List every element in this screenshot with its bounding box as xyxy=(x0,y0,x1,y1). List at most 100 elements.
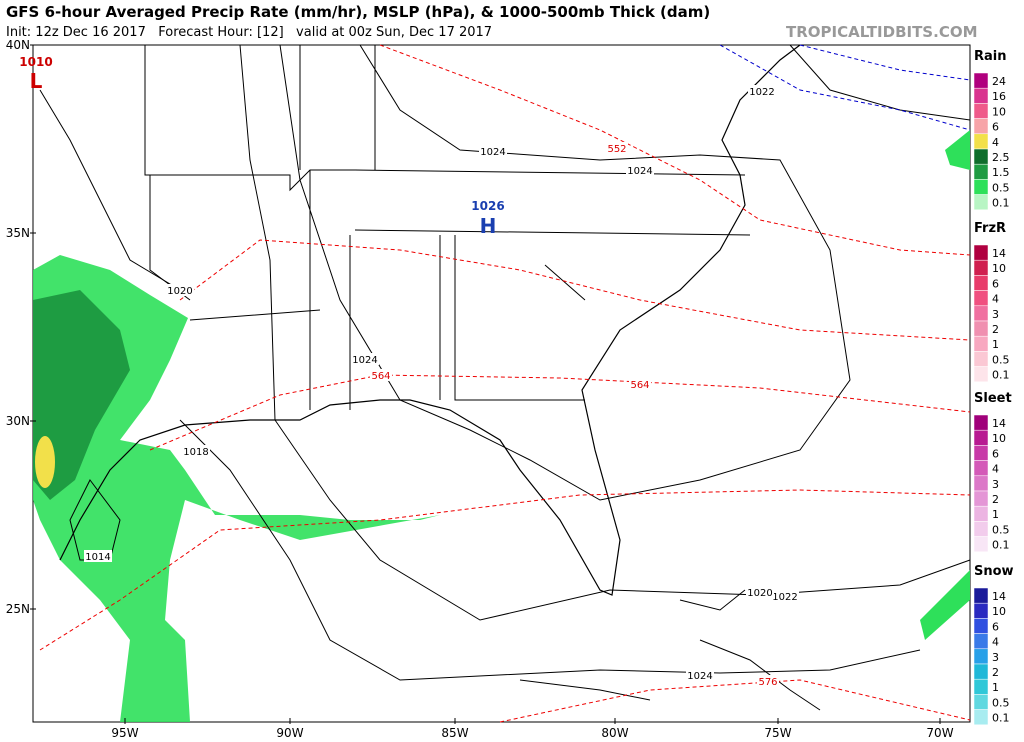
contour-label-bg xyxy=(351,353,379,365)
legend-title: Rain xyxy=(974,49,1007,64)
legend-level: 6 xyxy=(992,447,999,460)
isobar-label: 1022 xyxy=(749,87,774,98)
rain-area xyxy=(920,130,970,640)
legend-level: 1.5 xyxy=(992,166,1010,179)
contour-label-bg xyxy=(771,590,799,602)
lon-label: 90W xyxy=(276,726,303,740)
contour-label-bg xyxy=(370,369,392,381)
isobar-label: 1022 xyxy=(772,592,797,603)
legend-level: 0.5 xyxy=(992,523,1010,536)
map-frame xyxy=(32,44,971,723)
lat-label: 25N xyxy=(6,602,30,616)
legend-title: Sleet xyxy=(974,391,1012,406)
lon-label: 80W xyxy=(601,726,628,740)
contour-label-bg xyxy=(748,85,776,97)
legend-swatch xyxy=(973,429,989,446)
legend-level: 14 xyxy=(992,247,1006,260)
legend-level: 3 xyxy=(992,478,999,491)
legend-level: 16 xyxy=(992,90,1006,103)
legend-swatch xyxy=(973,587,989,604)
thickness-label: 552 xyxy=(607,144,626,155)
legend-level: 14 xyxy=(992,590,1006,603)
legend-swatch xyxy=(973,633,989,650)
contour-label-bg xyxy=(166,284,194,296)
thickness-label: 576 xyxy=(758,677,777,688)
subtitle: Init: 12z Dec 16 2017 Forecast Hour: [12… xyxy=(6,25,493,40)
legend-swatch xyxy=(973,244,989,261)
contour-label-bg xyxy=(746,586,774,598)
legend-swatch xyxy=(973,133,989,150)
legend-swatch xyxy=(973,602,989,619)
legend-swatch xyxy=(973,663,989,680)
legend-swatch xyxy=(973,678,989,695)
legend-level: 14 xyxy=(992,417,1006,430)
legend-level: 10 xyxy=(992,432,1006,445)
isobar-label: 1024 xyxy=(627,166,652,177)
legend-swatch xyxy=(973,320,989,337)
legend-level: 3 xyxy=(992,651,999,664)
credit: TROPICALTIDBITS.COM xyxy=(786,23,978,41)
legend-level: 0.5 xyxy=(992,353,1010,366)
legend-swatch xyxy=(973,505,989,522)
isobar-label: 1024 xyxy=(480,147,505,158)
contour-label-bg xyxy=(629,378,651,390)
isobar-label: 1020 xyxy=(167,286,192,297)
contour-label-bg xyxy=(757,675,779,687)
legend-level: 3 xyxy=(992,308,999,321)
legend-swatch xyxy=(973,290,989,307)
contour-label-bg xyxy=(626,164,654,176)
legend-swatch xyxy=(973,475,989,492)
lat-label: 40N xyxy=(6,38,30,52)
legend-swatch xyxy=(973,648,989,665)
legend-swatch xyxy=(973,118,989,135)
legend-swatch xyxy=(973,445,989,461)
lon-label: 75W xyxy=(764,726,791,740)
legend-swatch xyxy=(973,521,989,537)
legend-level: 4 xyxy=(992,636,999,649)
isobar xyxy=(39,44,971,681)
legend-level: 10 xyxy=(992,262,1006,275)
isobar-label: 1020 xyxy=(747,588,772,599)
legend-swatch xyxy=(973,414,989,431)
legend-level: 0.5 xyxy=(992,696,1010,709)
legend-swatch xyxy=(973,148,989,165)
contour-label-bg xyxy=(686,669,714,681)
lat-label: 35N xyxy=(6,226,30,240)
legend-swatch xyxy=(973,163,989,180)
legend-swatch xyxy=(973,618,989,634)
lat-label: 30N xyxy=(6,414,30,428)
legend-swatch xyxy=(973,366,989,383)
legend-level: 0.1 xyxy=(992,197,1010,210)
legend-swatch xyxy=(973,709,989,726)
contour-label-bg xyxy=(182,445,210,457)
legend-level: 10 xyxy=(992,105,1006,118)
coastline xyxy=(59,44,801,596)
isobar-label: 1024 xyxy=(687,671,712,682)
high-symbol: H xyxy=(480,214,497,238)
legend-level: 6 xyxy=(992,620,999,633)
legend-swatch xyxy=(973,87,989,104)
thickness-label: 564 xyxy=(630,380,649,391)
legend-level: 4 xyxy=(992,293,999,306)
legend-level: 0.5 xyxy=(992,181,1010,194)
isobar-label: 1014 xyxy=(85,552,110,563)
legend-swatch xyxy=(973,460,989,477)
low-pressure-value: 1010 xyxy=(19,55,52,69)
legend-swatch xyxy=(973,72,989,89)
legend-swatch xyxy=(973,275,989,291)
legend-level: 2 xyxy=(992,493,999,506)
isobar-label: 1018 xyxy=(183,447,208,458)
rain-area xyxy=(33,255,440,722)
thickness-label: 564 xyxy=(371,371,390,382)
contour-label-bg xyxy=(606,142,628,154)
isobar-label: 1024 xyxy=(352,355,377,366)
legend-level: 4 xyxy=(992,463,999,476)
high-pressure-value: 1026 xyxy=(471,199,504,213)
legend-swatch xyxy=(973,536,989,553)
legend-swatch xyxy=(973,305,989,322)
lon-label: 85W xyxy=(441,726,468,740)
legend-level: 2 xyxy=(992,323,999,336)
legend-swatch xyxy=(973,194,989,211)
